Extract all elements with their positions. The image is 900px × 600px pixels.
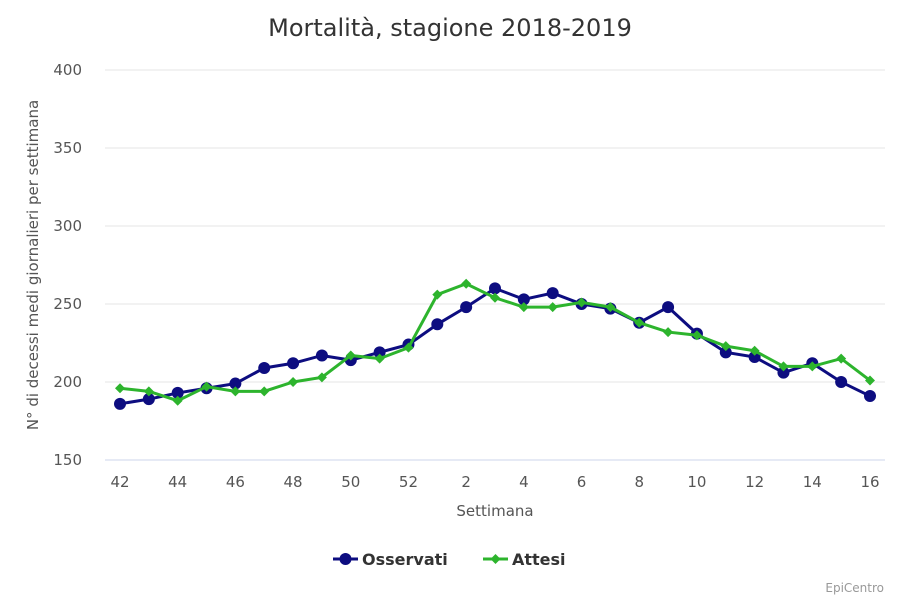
x-axis-label: Settimana xyxy=(456,502,533,520)
attesi-point xyxy=(749,345,760,356)
osservati-point xyxy=(142,393,155,406)
legend-attesi-label: Attesi xyxy=(512,550,566,569)
x-tick-label: 50 xyxy=(341,473,360,491)
x-tick-label: 46 xyxy=(226,473,245,491)
y-tick-label: 150 xyxy=(53,451,82,469)
attesi-point xyxy=(634,317,645,328)
y-axis-label: N° di decessi medi giornalieri per setti… xyxy=(24,100,42,430)
osservati-point xyxy=(460,301,473,314)
x-tick-label: 42 xyxy=(110,473,129,491)
osservati-point xyxy=(258,361,271,374)
osservati-point xyxy=(315,349,328,362)
osservati-point xyxy=(489,282,501,295)
attesi-point xyxy=(432,289,443,300)
attesi-point xyxy=(230,386,241,397)
legend-osservati-label: Osservati xyxy=(362,550,448,569)
attesi-point xyxy=(172,395,183,406)
attesi-point xyxy=(576,297,587,308)
legend-attesi-marker xyxy=(490,554,501,564)
attesi-point xyxy=(403,342,414,353)
attesi-point xyxy=(778,361,789,372)
attesi-point xyxy=(663,327,674,338)
attesi-point xyxy=(807,361,818,372)
attesi-point xyxy=(518,302,529,313)
attesi-point xyxy=(720,341,731,352)
attesi-point xyxy=(115,383,125,394)
osservati-point xyxy=(864,390,876,403)
osservati-point xyxy=(546,287,559,300)
attesi-point xyxy=(691,330,702,341)
attesi-point xyxy=(143,386,154,397)
y-tick-label: 300 xyxy=(53,217,82,235)
chart-title: Mortalità, stagione 2018-2019 xyxy=(268,14,632,42)
osservati-point xyxy=(171,386,184,399)
y-tick-label: 250 xyxy=(53,295,82,313)
x-tick-label: 12 xyxy=(745,473,764,491)
x-tick-label: 52 xyxy=(399,473,418,491)
attesi-point xyxy=(259,386,270,397)
osservati-point xyxy=(777,366,790,379)
osservati-point xyxy=(662,301,675,314)
attesi-point xyxy=(345,350,356,361)
attesi-point xyxy=(461,278,472,289)
osservati-point xyxy=(835,376,848,388)
x-tick-label: 48 xyxy=(284,473,303,491)
x-tick-label: 44 xyxy=(168,473,187,491)
osservati-point xyxy=(431,318,444,331)
attesi-point xyxy=(490,292,500,303)
attesi-point xyxy=(316,372,327,383)
osservati-point xyxy=(517,293,530,306)
attesi-point xyxy=(836,353,847,364)
attesi-point xyxy=(547,302,558,313)
y-tick-label: 200 xyxy=(53,373,82,391)
attesi-point xyxy=(288,377,299,387)
x-tick-label: 6 xyxy=(577,473,587,491)
x-tick-label: 10 xyxy=(687,473,706,491)
osservati-point xyxy=(114,397,126,410)
osservati-point xyxy=(287,357,300,370)
osservati-point xyxy=(719,346,732,359)
attesi-point xyxy=(374,353,385,364)
x-tick-label: 4 xyxy=(519,473,529,491)
credit: EpiCentro xyxy=(825,581,884,595)
attesi-point xyxy=(605,302,616,313)
x-tick-label: 16 xyxy=(860,473,879,491)
x-tick-label: 14 xyxy=(803,473,822,491)
osservati-point xyxy=(229,377,242,390)
x-tick-label: 8 xyxy=(634,473,644,491)
attesi-point xyxy=(865,375,875,386)
osservati-point xyxy=(373,346,386,359)
y-tick-label: 400 xyxy=(53,61,82,79)
attesi-point xyxy=(201,381,212,392)
y-tick-label: 350 xyxy=(53,139,82,157)
legend-osservati-marker xyxy=(339,553,352,565)
x-tick-label: 2 xyxy=(461,473,471,491)
